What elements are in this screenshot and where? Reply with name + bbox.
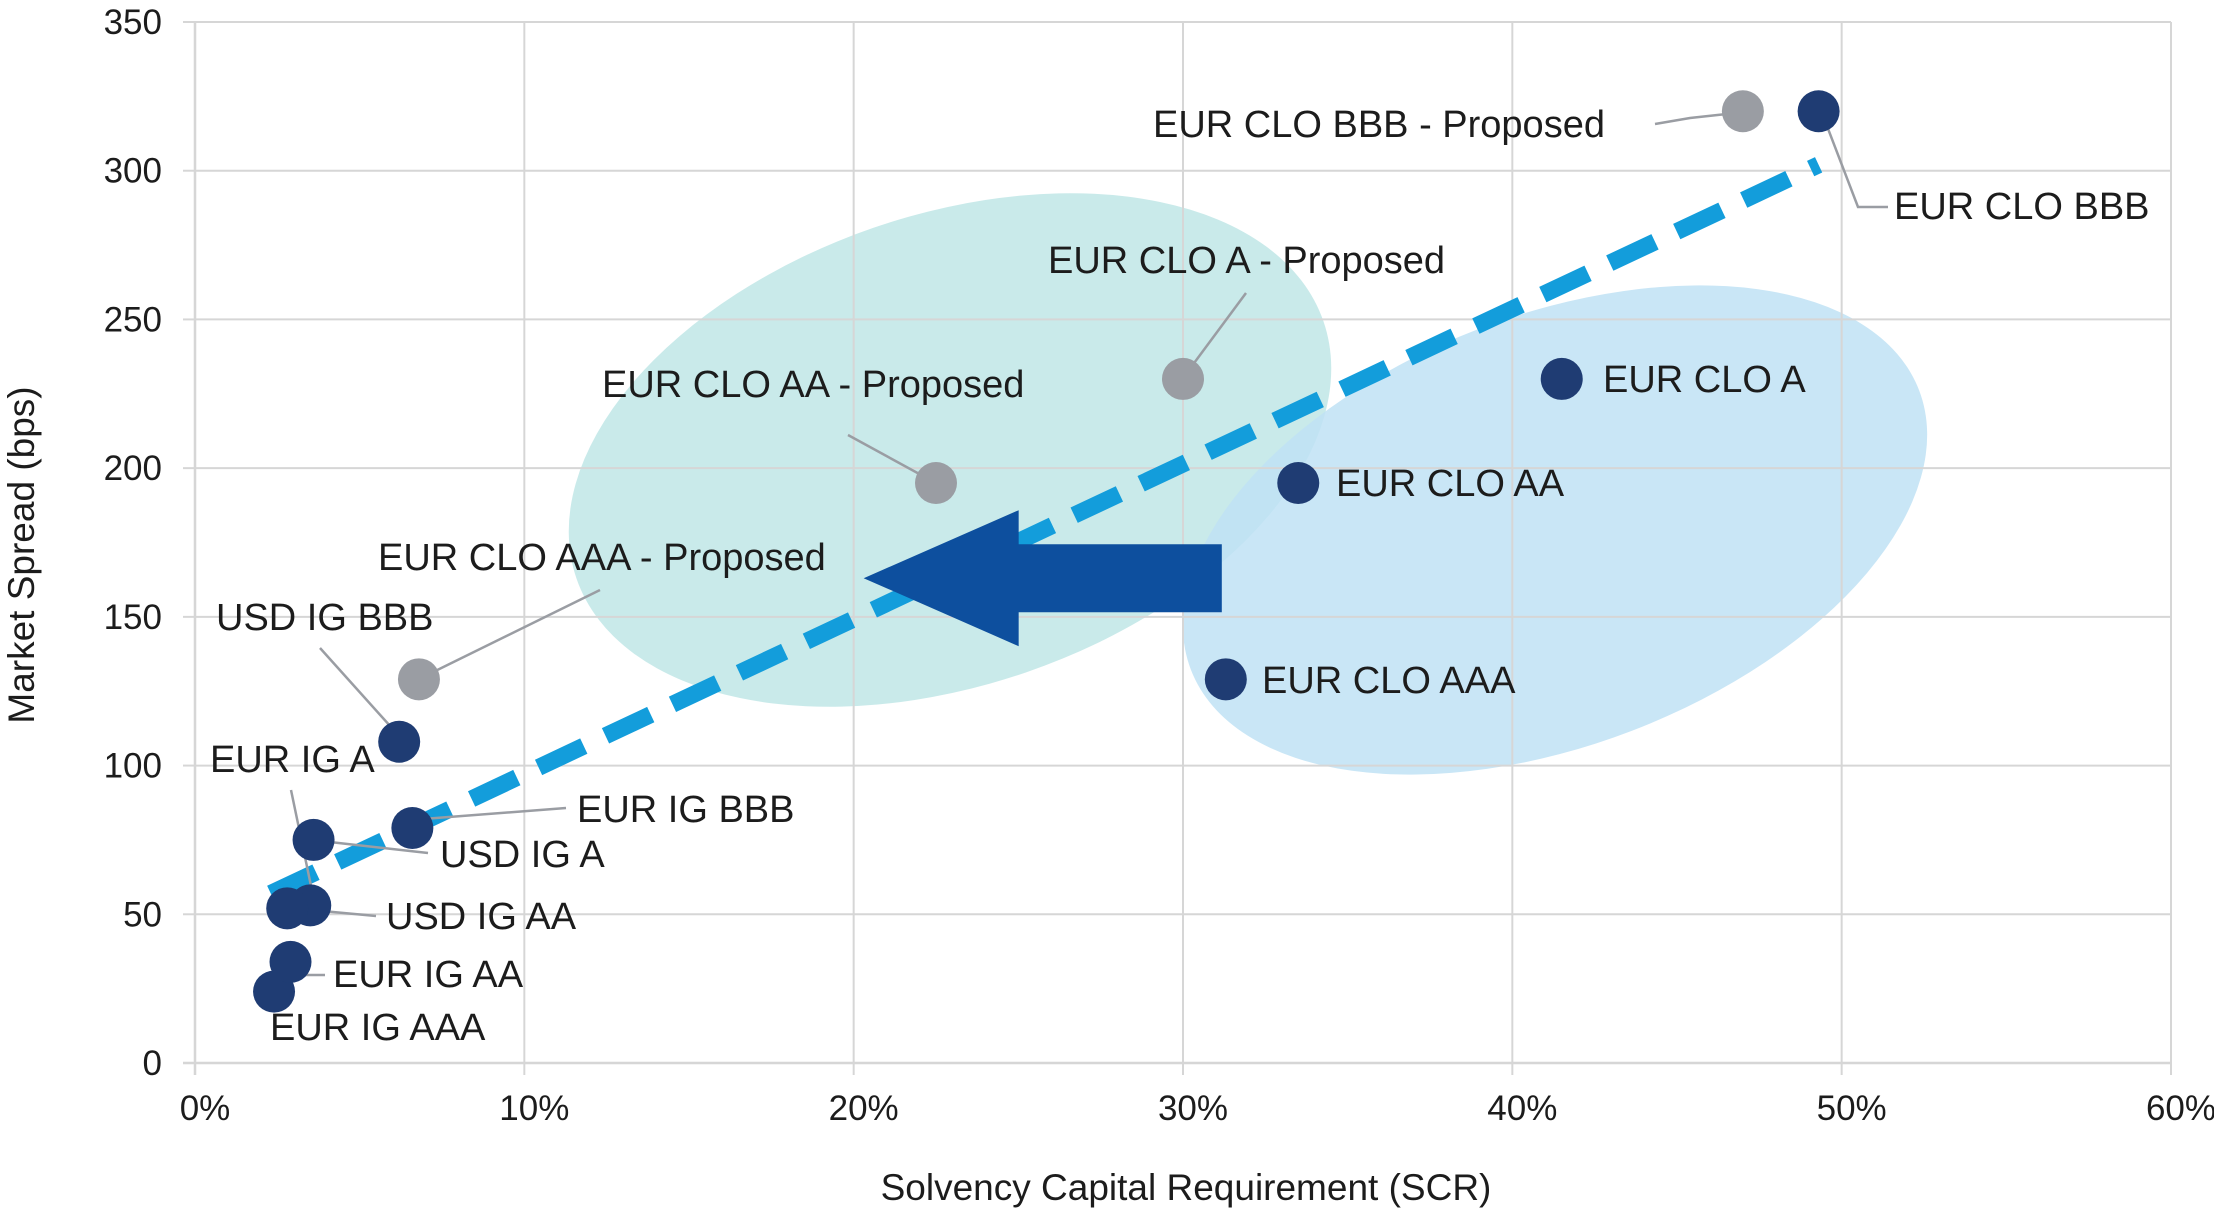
current-point	[1204, 658, 1247, 701]
y-tick-label: 150	[104, 598, 162, 637]
current-point	[266, 887, 309, 930]
gridlines	[195, 21, 2172, 1063]
leader-line	[418, 588, 601, 681]
trendline	[267, 157, 1823, 902]
shift-arrow	[863, 510, 1222, 647]
x-tick-label: 10%	[499, 1089, 569, 1128]
current-point	[1540, 357, 1583, 400]
point-label: EUR CLO A - Proposed	[1048, 240, 1445, 282]
proposed-point	[397, 658, 440, 701]
point-label: USD IG BBB	[216, 597, 434, 639]
current-point	[391, 807, 434, 850]
point-label: EUR IG AAA	[270, 1007, 486, 1049]
leader-line	[409, 806, 567, 822]
point-label: EUR CLO A	[1603, 359, 1806, 401]
point-label: EUR IG BBB	[577, 789, 795, 831]
current-point	[378, 720, 421, 763]
data-points	[253, 90, 1840, 1013]
point-label: EUR CLO AAA - Proposed	[378, 537, 826, 579]
current-point	[269, 940, 312, 983]
x-axis-title: Solvency Capital Requirement (SCR)	[881, 1167, 1492, 1208]
point-label: USD IG A	[440, 834, 605, 876]
point-label: USD IG AA	[386, 896, 577, 938]
proposed-point	[1162, 357, 1204, 400]
y-tick-label: 300	[104, 152, 162, 191]
point-label: EUR CLO BBB	[1894, 186, 2150, 228]
y-tick-label: 50	[123, 895, 162, 934]
point-label: EUR CLO AAA	[1262, 660, 1516, 702]
point-label: EUR CLO AA	[1336, 463, 1565, 505]
point-label: EUR IG A	[210, 739, 375, 781]
y-axis-title: Market Spread (bps)	[1, 386, 42, 723]
axes: Solvency Capital Requirement (SCR) Marke…	[1, 3, 2214, 1208]
current-point	[1277, 462, 1320, 505]
proposed-point	[915, 462, 957, 505]
current-region-ellipse	[1182, 285, 1928, 775]
point-label: EUR CLO AA - Proposed	[602, 364, 1024, 406]
x-tick-label: 30%	[1158, 1089, 1228, 1128]
x-tick-label: 0%	[180, 1089, 231, 1128]
current-point	[1797, 90, 1840, 133]
leader-line	[319, 647, 401, 738]
x-tick-label: 20%	[829, 1089, 899, 1128]
y-tick-label: 250	[104, 300, 162, 339]
point-labels: EUR IG AAA EUR IG AA EUR IG A USD IG AA USD …	[210, 104, 2150, 1049]
y-tick-label: 0	[143, 1044, 162, 1083]
point-label: EUR IG AA	[333, 954, 524, 996]
y-tick-label: 100	[104, 747, 162, 786]
x-tick-label: 50%	[1817, 1089, 1887, 1128]
point-label: EUR CLO BBB - Proposed	[1153, 104, 1605, 146]
trendline-dashed	[267, 157, 1823, 902]
leader-line	[1820, 112, 1888, 209]
proposed-point	[1721, 90, 1764, 133]
x-tick-label: 40%	[1487, 1089, 1557, 1128]
region-ellipses	[568, 193, 1928, 775]
left-arrow	[863, 510, 1222, 647]
y-tick-label: 350	[104, 3, 162, 42]
x-tick-label: 60%	[2146, 1089, 2214, 1128]
y-tick-label: 200	[104, 449, 162, 488]
current-point	[292, 818, 335, 861]
